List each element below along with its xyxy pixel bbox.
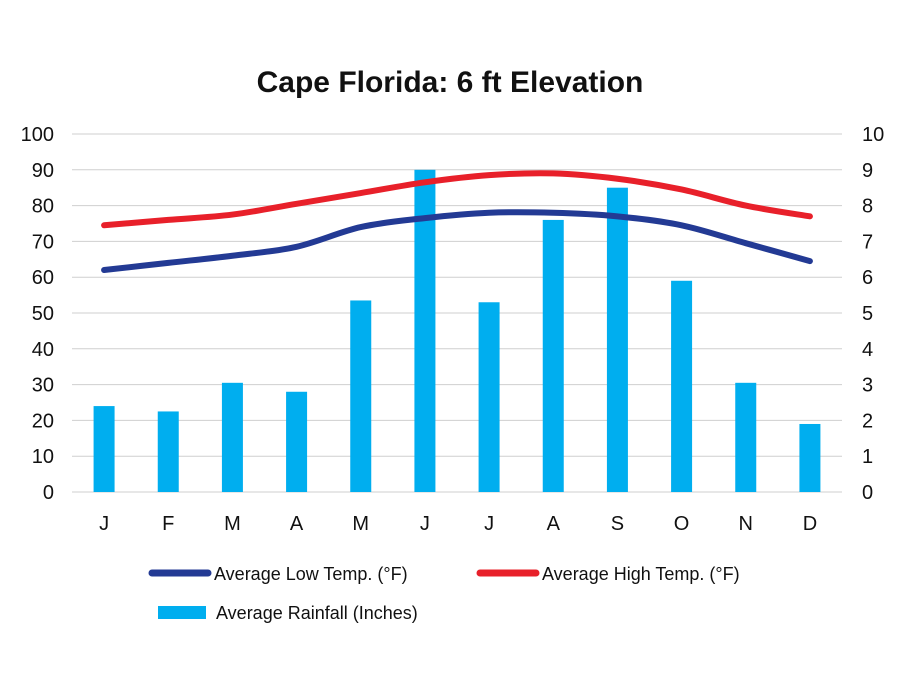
y-right-tick-label: 1 <box>862 446 873 468</box>
left-axis-ticks: 0 10 20 30 40 50 60 70 80 90 100 <box>21 124 54 504</box>
y-right-tick-label: 6 <box>862 267 873 289</box>
y-right-tick-label: 2 <box>862 410 873 432</box>
legend-label-high-temp: Average High Temp. (°F) <box>542 564 740 584</box>
y-right-tick-label: 3 <box>862 375 873 397</box>
x-tick-label: J <box>420 513 430 535</box>
x-tick-label: N <box>739 513 753 535</box>
rainfall-bar <box>157 411 179 492</box>
rainfall-bar <box>606 187 628 492</box>
y-right-tick-label: 9 <box>862 160 873 182</box>
rainfall-bar <box>221 382 243 492</box>
x-tick-label: S <box>611 513 624 535</box>
x-tick-label: M <box>224 513 241 535</box>
x-tick-label: J <box>99 513 109 535</box>
x-tick-label: A <box>547 513 561 535</box>
high-temp-line <box>101 170 813 229</box>
y-left-tick-label: 70 <box>32 231 54 253</box>
gridlines <box>72 133 842 493</box>
x-tick-label: A <box>290 513 304 535</box>
rainfall-bars <box>93 169 821 493</box>
y-left-tick-label: 100 <box>21 124 54 146</box>
y-left-tick-label: 90 <box>32 160 54 182</box>
y-left-tick-label: 60 <box>32 267 54 289</box>
rainfall-bar <box>735 382 757 492</box>
chart-title: Cape Florida: 6 ft Elevation <box>257 66 644 99</box>
y-left-tick-label: 20 <box>32 410 54 432</box>
y-left-tick-label: 40 <box>32 339 54 361</box>
legend-label-low-temp: Average Low Temp. (°F) <box>214 564 408 584</box>
low-temp-line <box>101 209 813 274</box>
x-tick-label: J <box>484 513 494 535</box>
y-right-tick-label: 0 <box>862 482 873 504</box>
rainfall-bar <box>671 280 693 492</box>
y-right-tick-label: 10 <box>862 124 884 146</box>
x-tick-label: D <box>803 513 817 535</box>
y-left-tick-label: 50 <box>32 303 54 325</box>
right-axis-ticks: 0 1 2 3 4 5 6 7 8 9 10 <box>862 124 884 504</box>
legend: Average Low Temp. (°F) Average High Temp… <box>148 564 740 623</box>
y-right-tick-label: 5 <box>862 303 873 325</box>
rainfall-bar <box>799 423 821 492</box>
y-left-tick-label: 10 <box>32 446 54 468</box>
y-left-tick-label: 0 <box>43 482 54 504</box>
y-left-tick-label: 30 <box>32 375 54 397</box>
legend-label-rainfall: Average Rainfall (Inches) <box>216 603 418 623</box>
y-right-tick-label: 4 <box>862 339 873 361</box>
x-tick-label: O <box>674 513 690 535</box>
y-right-tick-label: 7 <box>862 231 873 253</box>
x-tick-label: F <box>162 513 174 535</box>
legend-swatch-rainfall <box>158 606 206 619</box>
rainfall-bar <box>478 302 500 492</box>
rainfall-bar <box>414 169 436 493</box>
x-tick-label: M <box>352 513 369 535</box>
y-left-tick-label: 80 <box>32 196 54 218</box>
rainfall-bar <box>286 391 308 492</box>
rainfall-bar <box>542 219 564 493</box>
temperature-lines <box>101 170 813 274</box>
rainfall-bar <box>93 406 115 492</box>
y-right-tick-label: 8 <box>862 196 873 218</box>
rainfall-bar <box>350 300 372 492</box>
